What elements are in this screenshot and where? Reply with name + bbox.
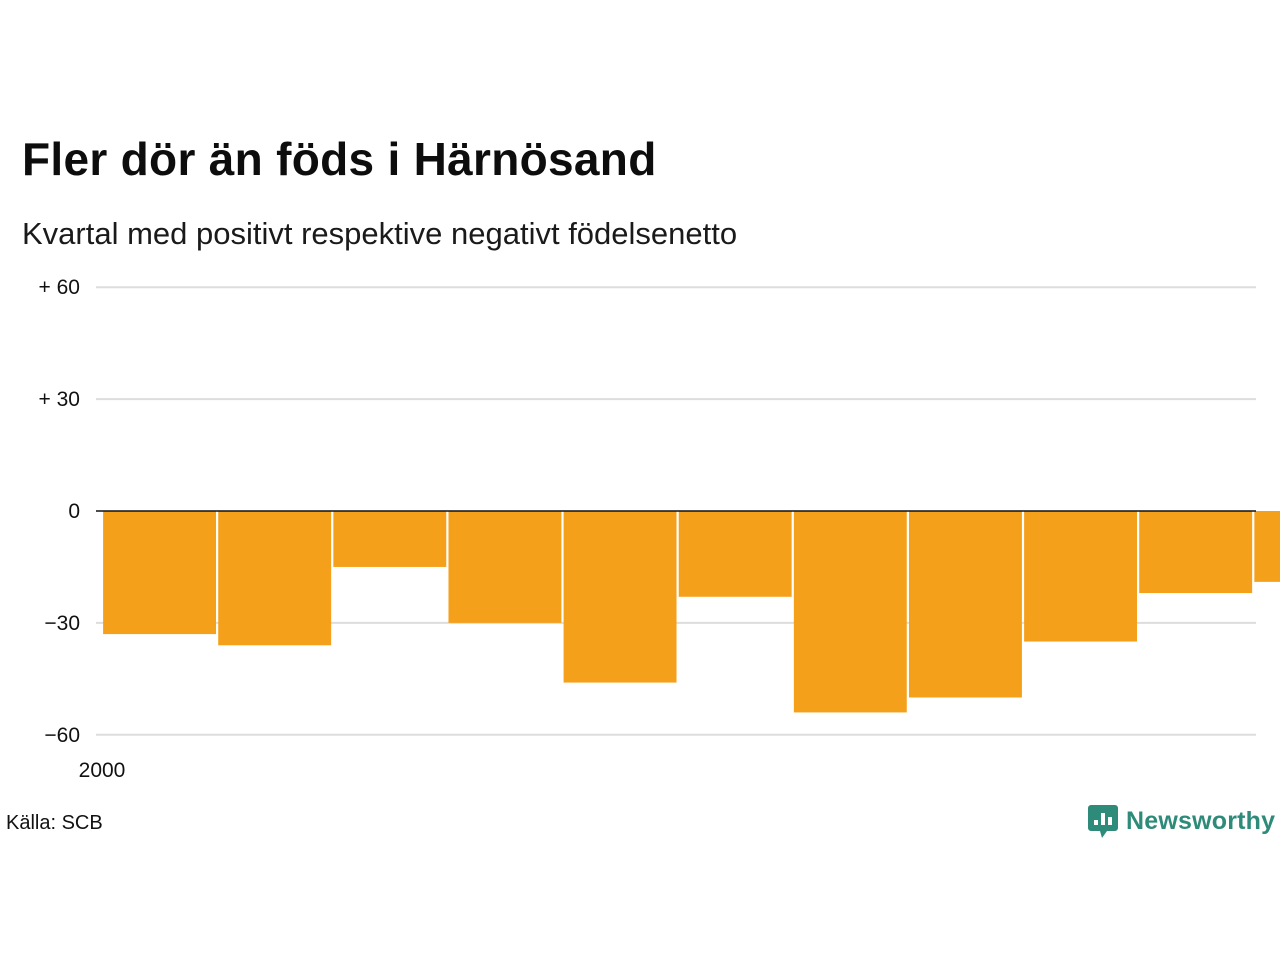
chart-title: Fler dör än föds i Härnösand (22, 133, 657, 185)
bar-negative[interactable] (448, 511, 562, 623)
bar-negative[interactable] (218, 511, 332, 646)
bar-negative[interactable] (563, 511, 677, 683)
bar-negative[interactable] (333, 511, 447, 567)
y-tick-label: 0 (68, 500, 80, 523)
bar-negative[interactable] (103, 511, 217, 635)
bar-negative[interactable] (1024, 511, 1138, 642)
x-axis-labels: 200020102020 (79, 759, 126, 782)
chart-subtitle: Kvartal med positivt respektive negativt… (22, 216, 738, 251)
bar-negative[interactable] (793, 511, 907, 713)
newsworthy-logo-icon (1088, 805, 1118, 838)
source-label: Källa: SCB (6, 812, 103, 834)
bar-negative[interactable] (678, 511, 792, 597)
x-tick-label: 2000 (79, 759, 126, 782)
y-tick-label: −60 (44, 724, 80, 747)
y-tick-label: −30 (44, 612, 80, 635)
bars (103, 511, 1280, 713)
y-tick-label: + 30 (39, 388, 80, 411)
bar-negative[interactable] (908, 511, 1022, 698)
bar-negative[interactable] (1254, 511, 1280, 582)
bar-negative[interactable] (1139, 511, 1253, 594)
brand-name: Newsworthy (1126, 806, 1276, 835)
brand-logo[interactable]: Newsworthy (1088, 803, 1275, 839)
y-axis-labels: + 60 + 30 0 −30 −60 (39, 276, 80, 747)
y-tick-label: + 60 (39, 276, 80, 299)
